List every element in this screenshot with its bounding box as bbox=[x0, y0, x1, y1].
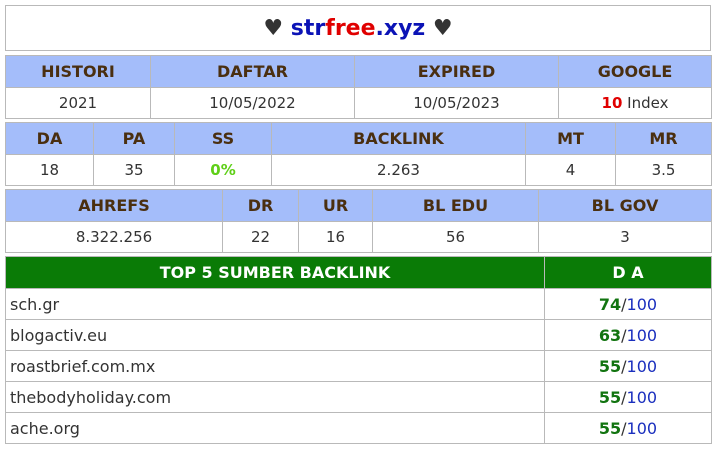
table-row: ache.org 55/100 bbox=[5, 412, 712, 444]
da-value: 55 bbox=[598, 418, 622, 438]
value-mr: 3.5 bbox=[615, 154, 712, 186]
value-ahrefs: 8.322.256 bbox=[5, 221, 223, 253]
table-row: thebodyholiday.com 55/100 bbox=[5, 381, 712, 413]
value-google: 10 Index bbox=[558, 87, 712, 119]
da-max: 100 bbox=[626, 325, 658, 345]
backlink-domain: ache.org bbox=[5, 412, 545, 444]
value-backlink: 2.263 bbox=[271, 154, 526, 186]
value-expired: 10/05/2023 bbox=[354, 87, 559, 119]
domain-title: ♥ str free .xyz ♥ bbox=[5, 5, 711, 51]
header-da-score: D A bbox=[544, 256, 712, 289]
backlink-table: TOP 5 SUMBER BACKLINK D A sch.gr 74/100 … bbox=[5, 256, 712, 444]
da-max: 100 bbox=[626, 418, 658, 438]
value-da: 18 bbox=[5, 154, 94, 186]
da-max: 100 bbox=[626, 356, 658, 376]
ahrefs-table: AHREFS DR UR BL EDU BL GOV 8.322.256 22 … bbox=[5, 189, 712, 253]
history-table: HISTORI DAFTAR EXPIRED GOOGLE 2021 10/05… bbox=[5, 55, 712, 119]
da-separator: / bbox=[621, 294, 627, 314]
domain-part-2: free bbox=[325, 15, 376, 41]
header-google: GOOGLE bbox=[558, 55, 712, 88]
da-value: 63 bbox=[598, 325, 622, 345]
value-dr: 22 bbox=[222, 221, 299, 253]
heart-left-icon: ♥ bbox=[263, 15, 284, 41]
header-mr: MR bbox=[615, 122, 712, 155]
backlink-da: 55/100 bbox=[544, 350, 712, 382]
da-max: 100 bbox=[626, 387, 658, 407]
da-value: 55 bbox=[598, 387, 622, 407]
da-separator: / bbox=[621, 325, 627, 345]
metrics-table: DA PA SS BACKLINK MT MR 18 35 0% 2.263 4… bbox=[5, 122, 712, 186]
value-ss: 0% bbox=[174, 154, 272, 186]
da-value: 55 bbox=[598, 356, 622, 376]
header-dr: DR bbox=[222, 189, 299, 222]
da-separator: / bbox=[621, 387, 627, 407]
header-bl-edu: BL EDU bbox=[372, 189, 539, 222]
da-value: 74 bbox=[598, 294, 622, 314]
value-histori: 2021 bbox=[5, 87, 151, 119]
value-ur: 16 bbox=[298, 221, 373, 253]
value-mt: 4 bbox=[525, 154, 616, 186]
header-mt: MT bbox=[525, 122, 616, 155]
value-daftar: 10/05/2022 bbox=[150, 87, 355, 119]
heart-right-icon: ♥ bbox=[432, 15, 453, 41]
header-ss: SS bbox=[174, 122, 272, 155]
value-bl-gov: 3 bbox=[538, 221, 712, 253]
domain-part-1: str bbox=[290, 15, 326, 41]
header-expired: EXPIRED bbox=[354, 55, 559, 88]
header-ur: UR bbox=[298, 189, 373, 222]
google-index-label: Index bbox=[622, 94, 669, 112]
backlink-da: 74/100 bbox=[544, 288, 712, 320]
value-pa: 35 bbox=[93, 154, 175, 186]
backlink-domain: blogactiv.eu bbox=[5, 319, 545, 351]
header-da: DA bbox=[5, 122, 94, 155]
header-histori: HISTORI bbox=[5, 55, 151, 88]
value-bl-edu: 56 bbox=[372, 221, 539, 253]
da-separator: / bbox=[621, 356, 627, 376]
backlink-domain: sch.gr bbox=[5, 288, 545, 320]
backlink-domain: thebodyholiday.com bbox=[5, 381, 545, 413]
table-row: blogactiv.eu 63/100 bbox=[5, 319, 712, 351]
table-row: roastbrief.com.mx 55/100 bbox=[5, 350, 712, 382]
da-separator: / bbox=[621, 418, 627, 438]
header-pa: PA bbox=[93, 122, 175, 155]
table-row: sch.gr 74/100 bbox=[5, 288, 712, 320]
backlink-domain: roastbrief.com.mx bbox=[5, 350, 545, 382]
backlink-da: 63/100 bbox=[544, 319, 712, 351]
header-top-backlink: TOP 5 SUMBER BACKLINK bbox=[5, 256, 545, 289]
header-backlink: BACKLINK bbox=[271, 122, 526, 155]
header-ahrefs: AHREFS bbox=[5, 189, 223, 222]
backlink-da: 55/100 bbox=[544, 412, 712, 444]
header-daftar: DAFTAR bbox=[150, 55, 355, 88]
header-bl-gov: BL GOV bbox=[538, 189, 712, 222]
google-index-count: 10 bbox=[601, 94, 623, 112]
da-max: 100 bbox=[626, 294, 658, 314]
domain-part-3: .xyz bbox=[375, 15, 426, 41]
backlink-da: 55/100 bbox=[544, 381, 712, 413]
